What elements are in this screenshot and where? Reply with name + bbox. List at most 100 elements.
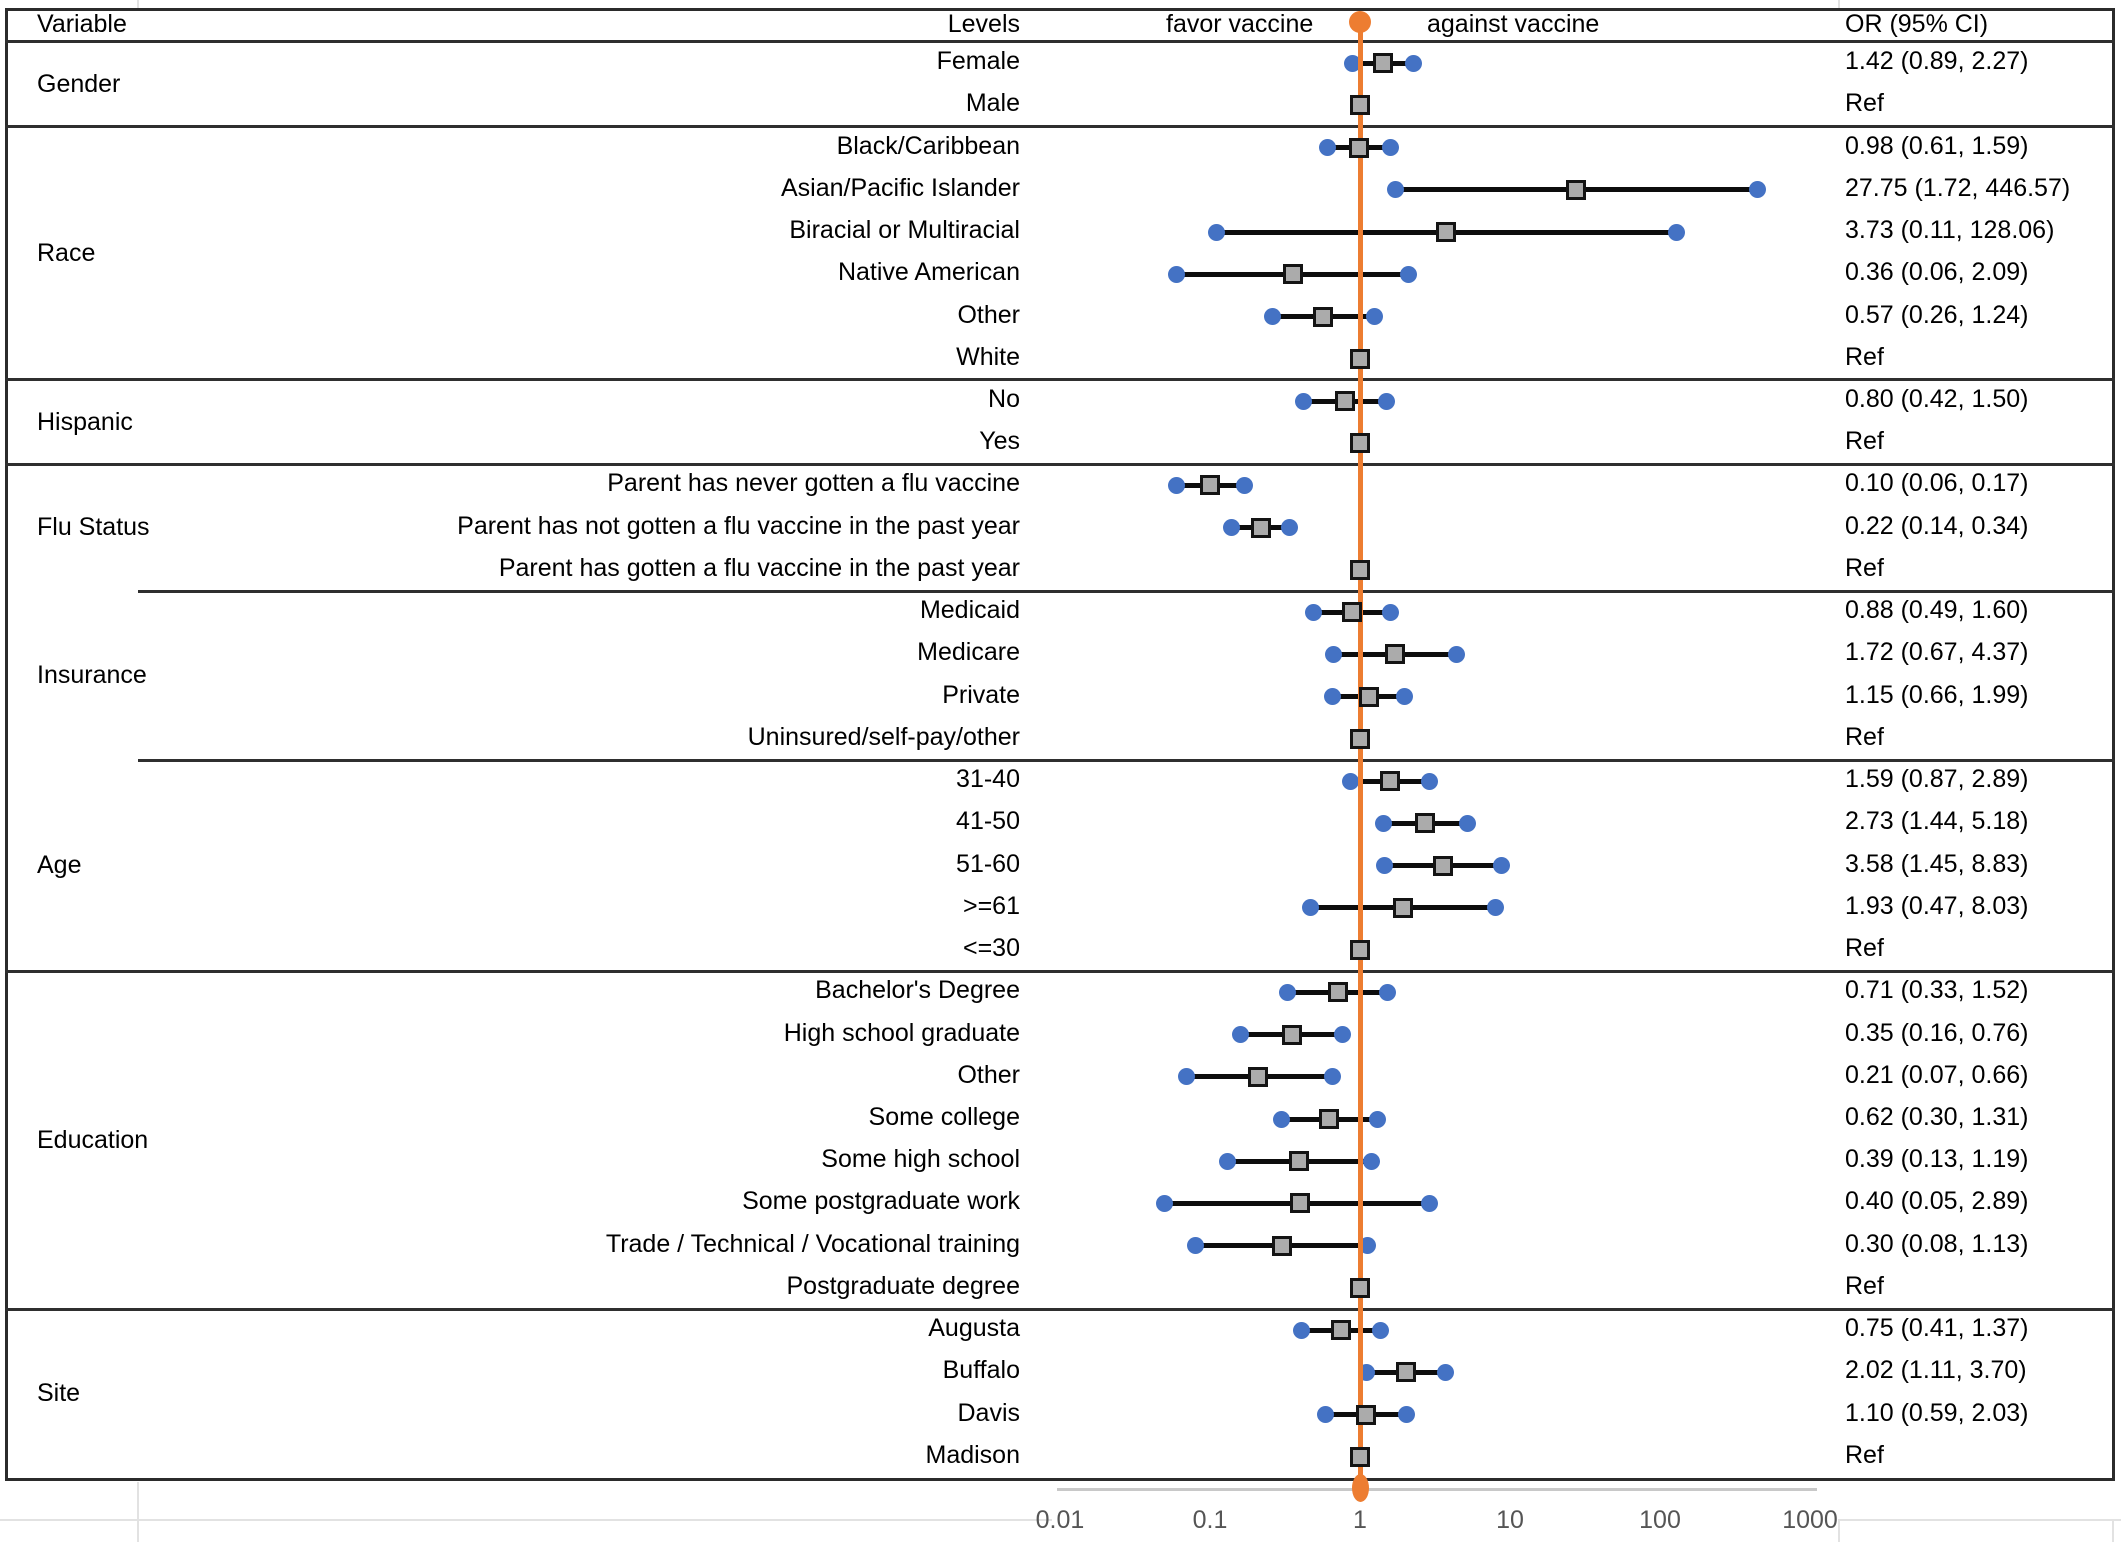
ci-high-dot-icon: [1324, 1068, 1342, 1086]
ci-high-dot-icon: [1377, 392, 1395, 410]
or-point-square-icon: [1248, 1066, 1269, 1087]
ci-low-dot-icon: [1324, 688, 1342, 706]
ci-low-dot-icon: [1223, 519, 1241, 537]
level-label: 51-60: [956, 849, 1020, 878]
variable-label: Gender: [37, 69, 121, 98]
or-value-label: 0.30 (0.08, 1.13): [1845, 1229, 2029, 1258]
against-vaccine-label: against vaccine: [1427, 10, 1600, 38]
level-label: 41-50: [956, 807, 1020, 836]
or-point-square-icon: [1359, 686, 1380, 707]
or-point-square-icon: [1372, 53, 1393, 74]
or-point-square-icon: [1392, 897, 1413, 918]
level-label: Private: [942, 680, 1020, 709]
variable-label: Race: [37, 238, 96, 267]
level-label: Augusta: [928, 1314, 1020, 1343]
or-point-square-icon: [1566, 179, 1587, 200]
level-label: Uninsured/self-pay/other: [747, 722, 1020, 751]
variable-label: Site: [37, 1379, 81, 1408]
or-value-label: 0.21 (0.07, 0.66): [1845, 1060, 2029, 1089]
level-label: Postgraduate degree: [786, 1271, 1020, 1300]
or-value-label: 2.73 (1.44, 5.18): [1845, 807, 2029, 836]
or-value-label: 0.75 (0.41, 1.37): [1845, 1314, 2029, 1343]
ci-low-dot-icon: [1186, 1237, 1204, 1255]
level-label: Some high school: [821, 1145, 1020, 1174]
level-label: Medicare: [917, 638, 1020, 667]
ci-low-dot-icon: [1293, 1321, 1311, 1339]
level-label: Davis: [957, 1398, 1020, 1427]
section-separator: [5, 969, 2115, 973]
or-value-label: 3.73 (0.11, 128.06): [1845, 216, 2055, 245]
or-value-label: 0.40 (0.05, 2.89): [1845, 1187, 2029, 1216]
gridline-stub-top-right: [1838, 0, 1840, 8]
or-value-label: Ref: [1845, 722, 1884, 751]
or-value-label: Ref: [1845, 1440, 1884, 1469]
reference-line: [1358, 20, 1363, 1489]
ci-high-dot-icon: [1372, 1321, 1389, 1339]
column-header-or-ci: OR (95% CI): [1845, 10, 1989, 38]
variable-label: Education: [37, 1125, 149, 1154]
ci-low-dot-icon: [1325, 645, 1343, 663]
level-label: Black/Caribbean: [836, 131, 1020, 160]
ci-high-dot-icon: [1396, 688, 1414, 706]
level-label: Male: [965, 89, 1020, 118]
ci-high-dot-icon: [1362, 1152, 1380, 1170]
or-value-label: 0.80 (0.42, 1.50): [1845, 385, 2029, 413]
variable-label: Insurance: [37, 661, 147, 690]
ci-low-dot-icon: [1317, 1406, 1335, 1424]
gridline-stub-top-left: [137, 0, 139, 8]
or-value-label: Ref: [1845, 934, 1884, 963]
column-header-variable: Variable: [37, 10, 127, 38]
ci-low-dot-icon: [1273, 1110, 1291, 1128]
or-value-label: Ref: [1845, 1271, 1884, 1300]
level-label: Bachelor's Degree: [815, 976, 1020, 1005]
level-label: <=30: [962, 934, 1020, 963]
or-point-square-icon: [1318, 1109, 1339, 1129]
or-point-square-icon: [1435, 222, 1456, 243]
level-label: Parent has not gotten a flu vaccine in t…: [457, 511, 1020, 540]
variable-label: Flu Status: [37, 513, 150, 542]
or-point-square-icon: [1350, 1446, 1370, 1467]
section-separator: [138, 589, 2115, 593]
or-value-label: 3.58 (1.45, 8.83): [1845, 849, 2029, 878]
ci-low-dot-icon: [1343, 54, 1361, 72]
level-label: Parent has never gotten a flu vaccine: [607, 469, 1020, 498]
variable-label: Age: [37, 851, 82, 880]
ci-high-dot-icon: [1382, 603, 1400, 621]
level-label: Yes: [979, 427, 1020, 456]
ci-low-dot-icon: [1375, 814, 1393, 832]
ci-low-dot-icon: [1386, 181, 1404, 199]
level-label: White: [956, 342, 1020, 371]
or-value-label: 0.39 (0.13, 1.19): [1845, 1145, 2029, 1174]
ci-low-dot-icon: [1178, 1068, 1196, 1086]
ci-low-dot-icon: [1294, 392, 1312, 410]
ci-low-dot-icon: [1302, 899, 1320, 917]
ci-low-dot-icon: [1207, 223, 1225, 241]
level-label: Asian/Pacific Islander: [780, 173, 1020, 202]
x-axis-tick-label: 1000: [1782, 1506, 1838, 1534]
or-value-label: Ref: [1845, 89, 1884, 118]
level-label: Some college: [868, 1103, 1020, 1131]
x-axis-tick-label: 100: [1639, 1506, 1681, 1534]
ci-high-dot-icon: [1748, 181, 1766, 199]
table-frame: [5, 8, 2115, 1481]
level-label: Madison: [925, 1440, 1021, 1469]
ci-low-dot-icon: [1232, 1026, 1250, 1044]
or-point-square-icon: [1288, 1151, 1309, 1172]
ci-high-dot-icon: [1399, 265, 1417, 283]
or-point-square-icon: [1356, 1404, 1377, 1425]
or-value-label: 0.71 (0.33, 1.52): [1845, 976, 2029, 1005]
ci-high-dot-icon: [1404, 54, 1422, 72]
level-label: Parent has gotten a flu vaccine in the p…: [498, 553, 1020, 582]
ci-low-dot-icon: [1168, 476, 1186, 494]
gridline-stub-bottom-col: [137, 1482, 139, 1542]
or-value-label: 1.59 (0.87, 2.89): [1845, 765, 2029, 794]
level-label: Female: [936, 47, 1020, 76]
reference-line-top-dot-icon: [1349, 11, 1371, 33]
or-value-label: 0.98 (0.61, 1.59): [1845, 131, 2029, 160]
ci-high-dot-icon: [1359, 1237, 1377, 1255]
x-axis-tick-label: 0.01: [1035, 1506, 1085, 1534]
ci-low-dot-icon: [1319, 139, 1337, 157]
ci-low-dot-icon: [1263, 308, 1281, 326]
